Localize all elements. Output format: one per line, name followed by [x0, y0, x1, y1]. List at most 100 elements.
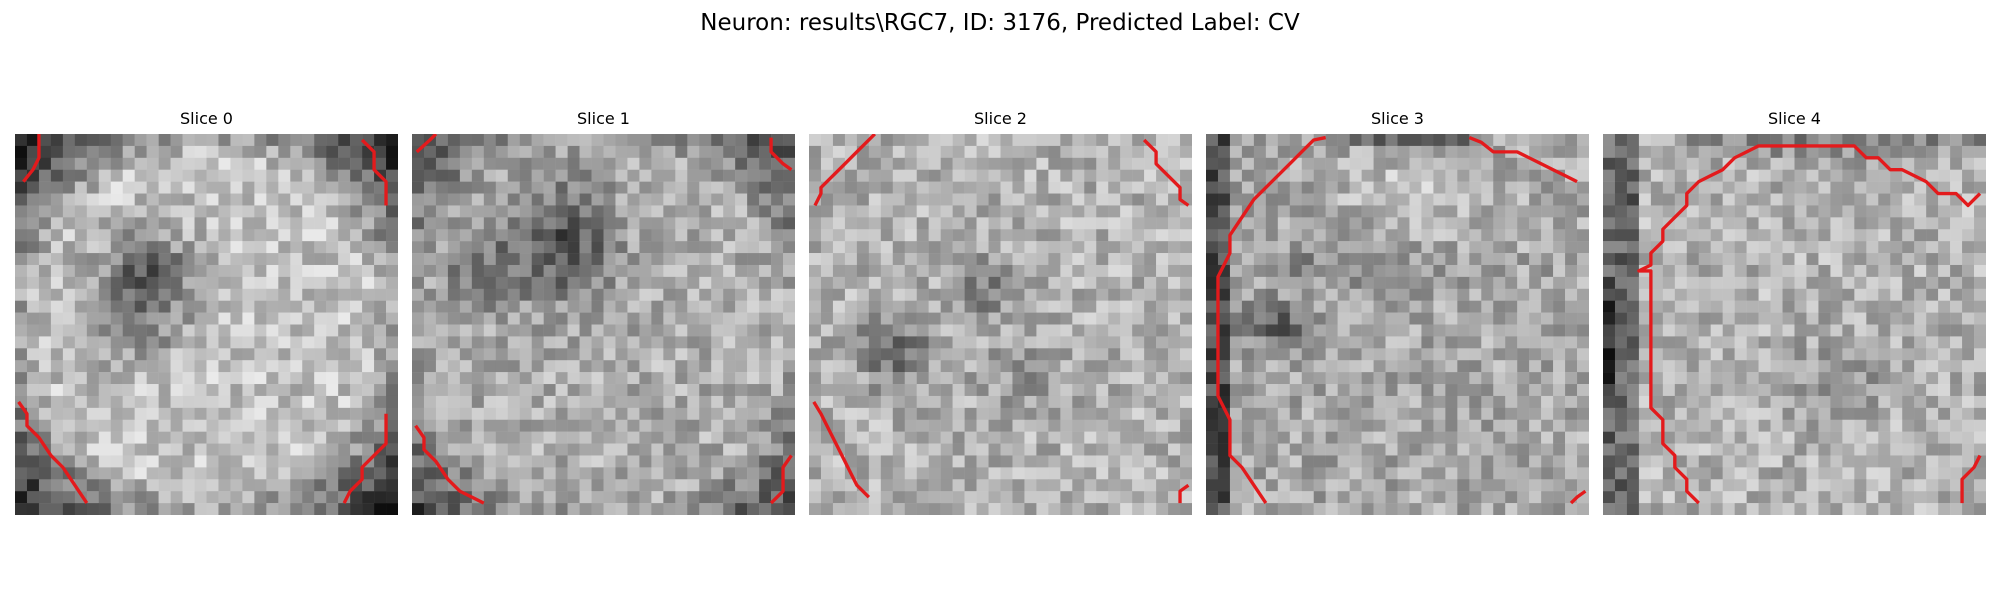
pixel: [1421, 372, 1434, 385]
pixel: [1361, 145, 1374, 159]
pixel: [350, 384, 363, 397]
pixel: [976, 324, 989, 337]
pixel: [988, 467, 1001, 480]
pixel: [759, 467, 772, 480]
pixel: [1962, 312, 1975, 325]
pixel: [471, 169, 485, 182]
pixel: [1301, 372, 1314, 385]
pixel: [1565, 229, 1578, 242]
pixel: [1289, 169, 1302, 182]
pixel: [1662, 205, 1676, 218]
pixel: [1698, 407, 1711, 420]
pixel: [603, 479, 616, 492]
pixel: [783, 431, 795, 444]
pixel: [15, 276, 28, 290]
pixel: [856, 288, 870, 301]
pixel: [1325, 324, 1338, 337]
pixel: [278, 407, 291, 420]
pixel: [122, 193, 135, 206]
pixel: [158, 264, 171, 278]
pixel: [374, 145, 387, 159]
pixel: [916, 431, 929, 444]
pixel: [62, 324, 76, 337]
pixel: [1854, 264, 1867, 278]
pixel: [904, 419, 917, 432]
pixel: [158, 145, 171, 159]
pixel: [459, 193, 473, 206]
pixel: [1108, 455, 1121, 468]
pixel: [603, 217, 616, 230]
pixel: [1409, 181, 1422, 194]
pixel: [627, 455, 640, 468]
pixel: [1493, 300, 1506, 313]
pixel: [1962, 300, 1975, 313]
pixel: [1854, 288, 1867, 301]
pixel: [254, 360, 267, 373]
pixel: [38, 217, 52, 230]
pixel: [62, 264, 76, 278]
pixel: [856, 169, 870, 182]
pixel: [206, 372, 219, 385]
pixel: [856, 395, 870, 409]
pixel: [86, 288, 100, 301]
pixel: [651, 372, 664, 385]
pixel: [326, 300, 339, 313]
pixel: [326, 253, 339, 266]
pixel: [1409, 503, 1422, 515]
pixel: [1409, 145, 1422, 159]
pixel: [1156, 276, 1169, 290]
pixel: [723, 264, 736, 278]
pixel: [675, 134, 688, 147]
pixel: [1084, 288, 1097, 301]
pixel: [747, 134, 760, 147]
pixel: [1878, 348, 1891, 361]
pixel: [1012, 169, 1025, 182]
pixel: [1168, 288, 1181, 301]
pixel: [1505, 479, 1518, 492]
pixel: [1782, 264, 1795, 278]
pixel: [290, 253, 303, 266]
pixel: [952, 288, 965, 301]
pixel: [1289, 395, 1302, 409]
pixel: [50, 503, 64, 515]
pixel: [615, 312, 628, 325]
pixel: [711, 384, 724, 397]
pixel: [362, 372, 375, 385]
pixel: [892, 348, 905, 361]
pixel: [1722, 419, 1735, 432]
pixel: [1337, 253, 1350, 266]
pixel: [1397, 491, 1410, 504]
pixel: [1674, 134, 1688, 147]
pixel: [1782, 336, 1795, 349]
pixel: [134, 169, 147, 182]
pixel: [507, 467, 520, 480]
pixel: [423, 169, 437, 182]
pixel: [1421, 193, 1434, 206]
pixel: [579, 479, 592, 492]
pixel: [1277, 384, 1291, 397]
pixel: [1361, 253, 1374, 266]
pixel: [1012, 134, 1025, 147]
pixel: [386, 360, 398, 373]
pixel: [1361, 419, 1374, 432]
pixel: [134, 395, 147, 409]
pixel: [98, 241, 111, 254]
pixel: [1156, 324, 1169, 337]
pixel: [278, 241, 291, 254]
pixel: [50, 372, 64, 385]
pixel: [110, 479, 123, 492]
pixel: [266, 229, 279, 242]
pixel: [50, 443, 64, 456]
pixel: [1373, 157, 1386, 170]
pixel: [1770, 217, 1783, 230]
pixel: [1206, 300, 1219, 313]
pixel: [435, 479, 449, 492]
pixel: [783, 169, 795, 182]
pixel: [1794, 181, 1807, 194]
pixel: [1096, 217, 1109, 230]
pixel: [844, 503, 858, 515]
pixel: [170, 193, 183, 206]
pixel: [362, 169, 375, 182]
pixel: [579, 157, 592, 170]
pixel: [1217, 324, 1231, 337]
